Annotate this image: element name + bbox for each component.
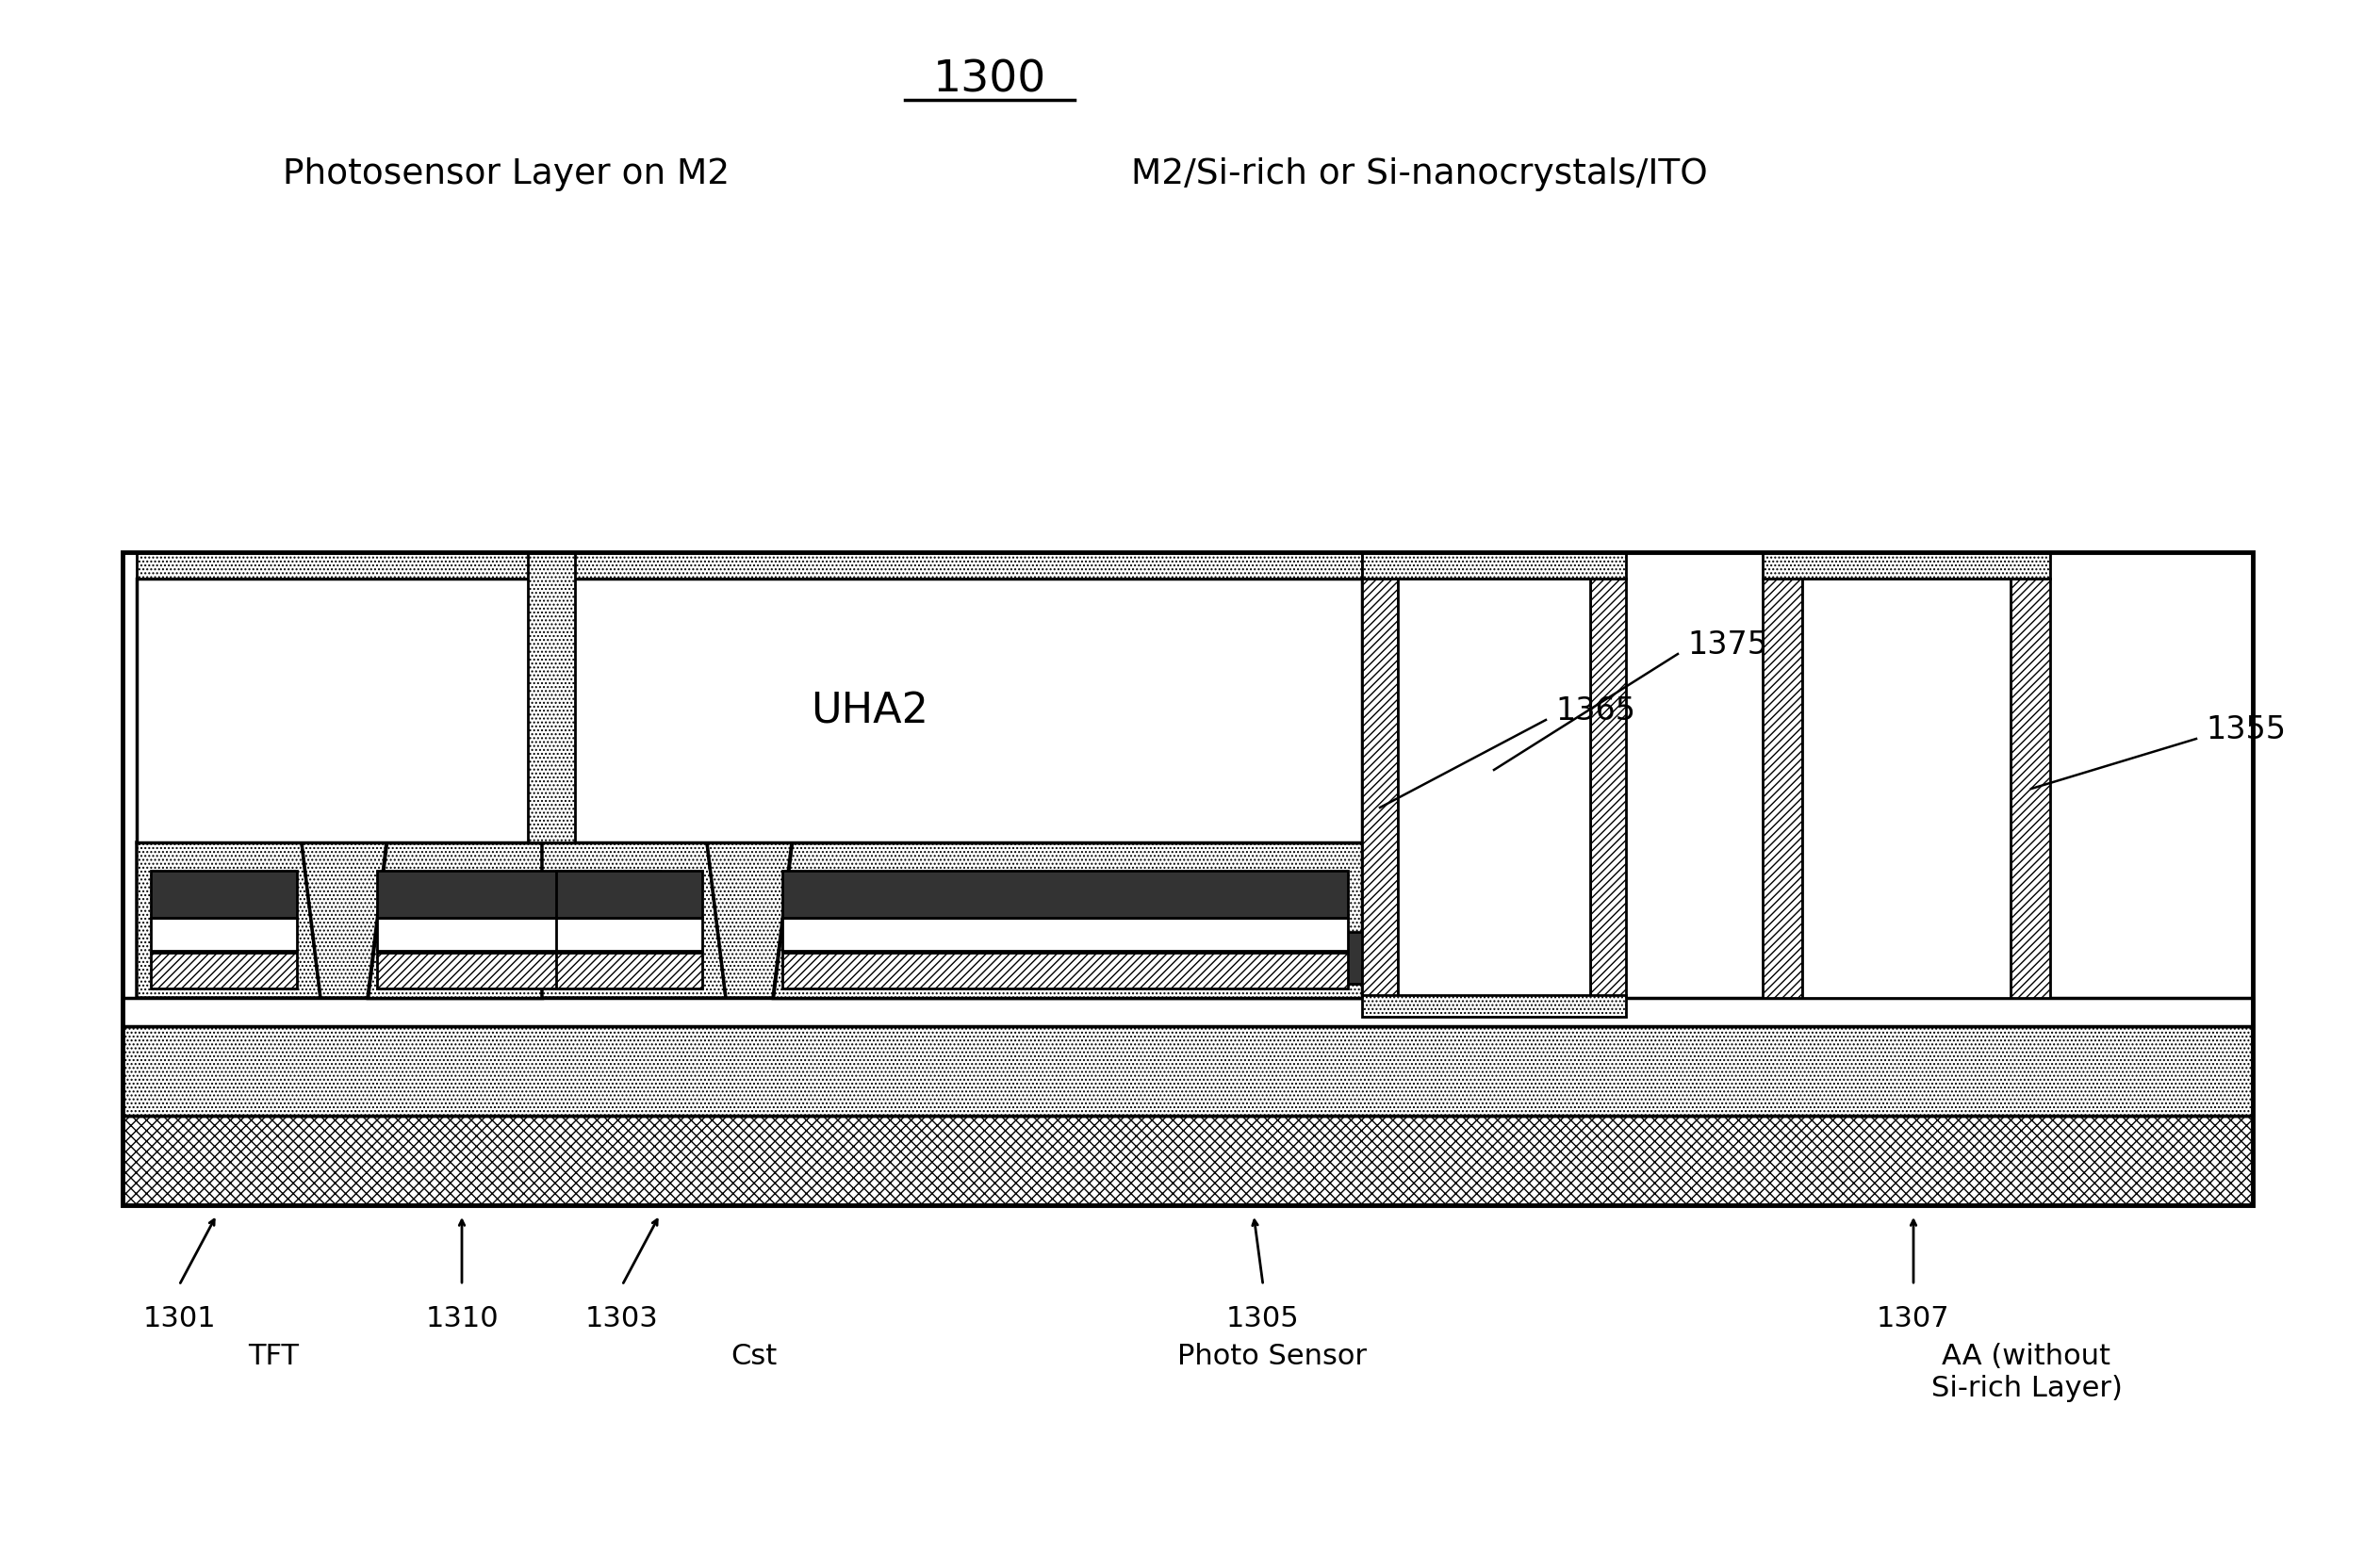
Polygon shape [151,953,298,989]
Polygon shape [151,872,298,919]
Polygon shape [137,554,541,579]
Polygon shape [1362,554,1626,579]
Polygon shape [137,844,322,999]
Text: Photo Sensor: Photo Sensor [1177,1342,1366,1369]
Polygon shape [556,919,702,952]
Text: 1365: 1365 [1556,696,1636,726]
Text: 1303: 1303 [586,1305,660,1331]
Polygon shape [2009,579,2050,999]
Polygon shape [137,579,541,844]
Polygon shape [1362,996,1626,1018]
Polygon shape [1801,579,2009,999]
Polygon shape [303,844,385,999]
Polygon shape [773,844,1362,999]
Text: UHA2: UHA2 [811,691,929,731]
Polygon shape [376,872,660,919]
Polygon shape [782,953,1347,989]
Polygon shape [556,953,702,989]
Polygon shape [541,844,726,999]
Text: 1310: 1310 [426,1305,499,1331]
Polygon shape [123,1027,2253,1116]
Text: Photosensor Layer on M2: Photosensor Layer on M2 [284,157,730,191]
Polygon shape [1591,579,1626,999]
Polygon shape [527,554,574,844]
Text: 1305: 1305 [1227,1305,1300,1331]
Polygon shape [1362,579,1397,999]
Polygon shape [376,919,660,952]
Polygon shape [1158,933,1584,985]
Polygon shape [123,1116,2253,1206]
Text: Cst: Cst [730,1342,778,1369]
Text: 1375: 1375 [1688,630,1768,660]
Text: 1300: 1300 [934,60,1047,102]
Text: 1355: 1355 [2206,715,2286,745]
Text: M2/Si-rich or Si-nanocrystals/ITO: M2/Si-rich or Si-nanocrystals/ITO [1130,157,1707,191]
Text: 1307: 1307 [1877,1305,1950,1331]
Polygon shape [376,953,660,989]
Text: 1301: 1301 [142,1305,215,1331]
Text: AA (without
Si-rich Layer): AA (without Si-rich Layer) [1931,1342,2123,1400]
Polygon shape [541,579,1362,844]
Polygon shape [707,844,792,999]
Polygon shape [541,554,1362,579]
Polygon shape [369,844,541,999]
Polygon shape [1764,554,2050,579]
Polygon shape [556,872,702,919]
Polygon shape [151,919,298,952]
Polygon shape [1397,579,1591,999]
Polygon shape [782,919,1347,952]
Polygon shape [782,872,1347,919]
Polygon shape [1764,579,1801,999]
Polygon shape [123,999,2253,1027]
Text: TFT: TFT [248,1342,298,1369]
